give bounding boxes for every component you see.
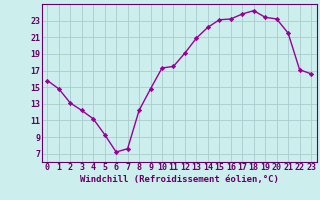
X-axis label: Windchill (Refroidissement éolien,°C): Windchill (Refroidissement éolien,°C)	[80, 175, 279, 184]
